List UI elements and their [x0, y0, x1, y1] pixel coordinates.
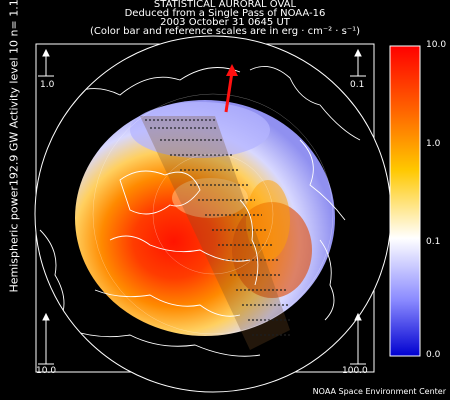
- grid: [92, 93, 334, 335]
- colorbar-tick-0: 0.0: [426, 350, 441, 360]
- globe: [35, 36, 391, 392]
- scale-bottom-left: 10.0: [36, 366, 57, 376]
- figure-subtitle: Deduced from a Single Pass of NOAA-16: [124, 8, 326, 19]
- ref-arrow-bottom-left: [38, 312, 54, 365]
- reference-arrows: [38, 48, 366, 365]
- ref-arrow-bottom-right: [350, 312, 366, 365]
- sun-direction-arrow: [224, 64, 238, 113]
- figure-title: STATISTICAL AURORAL OVAL: [153, 0, 297, 10]
- coastlines: [39, 65, 361, 357]
- figure-date: 2003 October 31 0645 UT: [160, 17, 290, 28]
- scale-top-right: 0.1: [350, 80, 365, 90]
- figure-units-note: (Color bar and reference scales are in e…: [89, 26, 361, 37]
- satellite-swath: [140, 116, 292, 350]
- ref-arrow-top-right: [350, 48, 366, 77]
- credit-label: NOAA Space Environment Center: [312, 387, 446, 396]
- colorbar-tick-1: 1.0: [426, 139, 441, 149]
- colorbar-tick-10: 10.0: [426, 40, 447, 50]
- scale-bottom-right: 100.0: [342, 366, 368, 376]
- colorbar-tick-0-1: 0.1: [426, 237, 441, 247]
- ref-arrow-top-left: [38, 48, 54, 77]
- colorbar: [389, 45, 421, 357]
- scale-top-left: 1.0: [40, 80, 55, 90]
- auroral-oval: [75, 100, 335, 336]
